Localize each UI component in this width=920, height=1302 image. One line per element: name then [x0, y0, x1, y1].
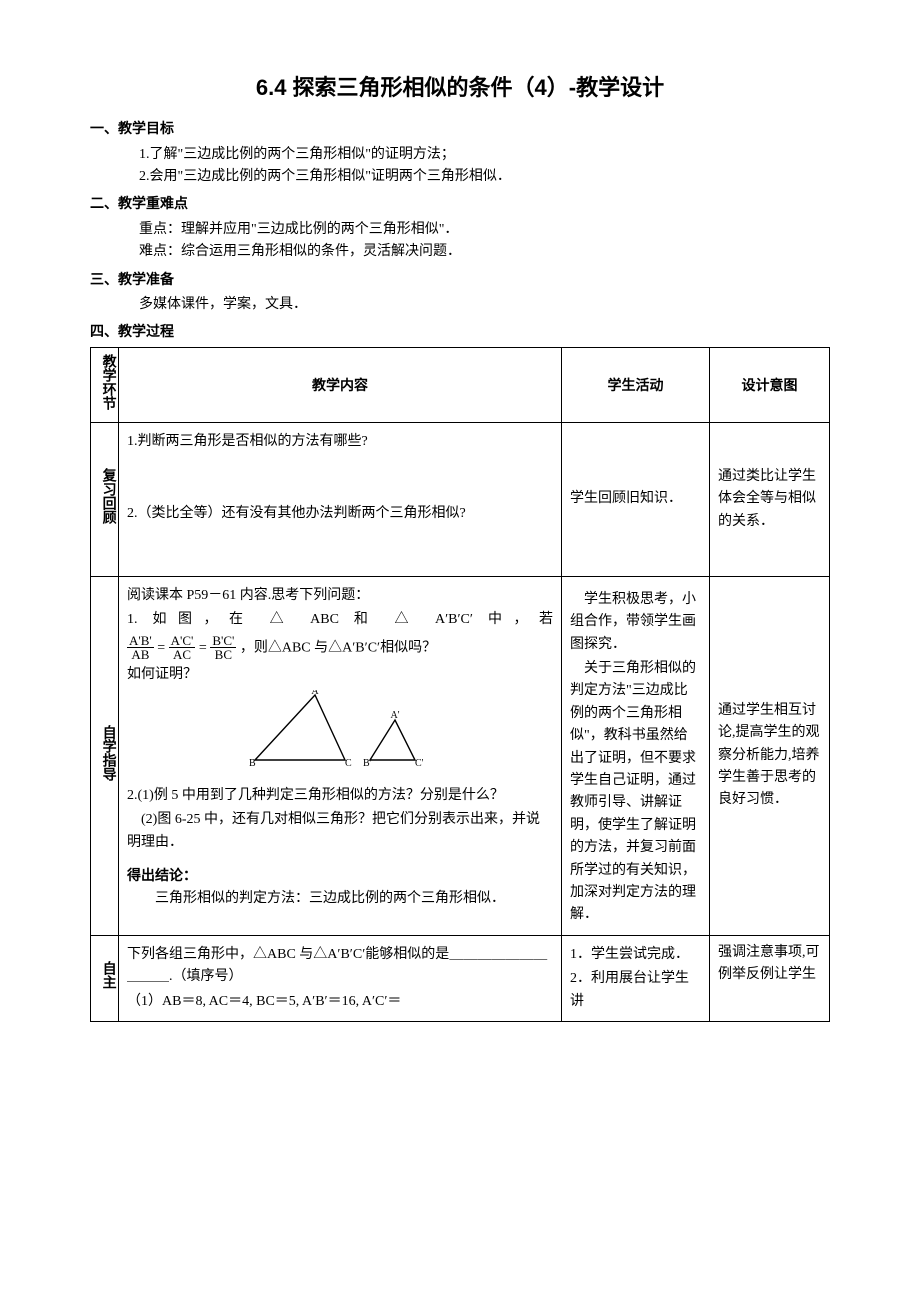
header-env: 教学环节 [91, 347, 119, 422]
section-4-heading: 四、教学过程 [90, 320, 830, 342]
selfstudy-p0: 阅读课本 P59－61 内容.思考下列问题： [127, 585, 553, 607]
autonomous-activity-1: 1．学生尝试完成． [570, 944, 701, 966]
section-3-item-1: 多媒体课件，学案，文具． [139, 294, 830, 316]
section-3-heading: 三、教学准备 [90, 268, 830, 290]
spacer [127, 856, 553, 862]
selfstudy-activity-2: 关于三角形相似的判定方法"三边成比例的两个三角形相似"，教科书虽然给出了证明，但… [570, 658, 701, 927]
activity-cell-autonomous: 1．学生尝试完成． 2．利用展台让学生讲 [562, 935, 710, 1021]
label-Cp: C' [415, 758, 424, 769]
header-activity: 学生活动 [562, 347, 710, 422]
frac1-num: A'B' [127, 634, 154, 649]
section-2-item-1: 重点：理解并应用"三边成比例的两个三角形相似"． [139, 219, 830, 241]
triangle-svg: A B C A' B' C' [245, 690, 435, 770]
triangle-figure: A B C A' B' C' [127, 690, 553, 778]
label-B: B [249, 758, 256, 769]
env-text-autonomous: 自主 [99, 961, 119, 989]
header-content: 教学内容 [119, 347, 562, 422]
selfstudy-p1a: 1. 如图，在 △ ABC 和 △ A′B′C′ 中，若 [127, 609, 553, 631]
autonomous-p2: （1）AB＝8, AC＝4, BC＝5, A′B′＝16, A′C′＝ [127, 991, 553, 1013]
fraction-1: A'B'AB [127, 634, 154, 662]
env-text-review: 复习回顾 [99, 468, 119, 524]
env-text-selfstudy: 自学指导 [99, 725, 119, 781]
table-row: 自主 下列各组三角形中，△ABC 与△A′B′C′能够相似的是＿＿＿＿＿＿＿＿＿… [91, 935, 830, 1021]
label-Ap: A' [390, 710, 399, 721]
section-1-item-2: 2.会用"三边成比例的两个三角形相似"证明两个三角形相似． [139, 166, 830, 188]
env-cell-review: 复习回顾 [91, 423, 119, 577]
intent-cell-autonomous: 强调注意事项,可例举反例让学生 [710, 935, 830, 1021]
table-row: 自学指导 阅读课本 P59－61 内容.思考下列问题： 1. 如图，在 △ AB… [91, 576, 830, 935]
label-C: C [345, 758, 352, 769]
table-header-row: 教学环节 教学内容 学生活动 设计意图 [91, 347, 830, 422]
label-Bp: B' [363, 758, 372, 769]
fraction-3: B'C'BC [210, 634, 236, 662]
triangle-small [370, 720, 415, 760]
frac3-den: BC [210, 648, 236, 662]
fraceq-tail: ，则△ABC 与△A′B′C′相似吗？ [240, 640, 436, 655]
fraction-2: A'C'AC [169, 634, 196, 662]
section-1-heading: 一、教学目标 [90, 117, 830, 139]
intent-cell-selfstudy: 通过学生相互讨论,提高学生的观察分析能力,培养学生善于思考的良好习惯． [710, 576, 830, 935]
conclusion-text: 三角形相似的判定方法：三边成比例的两个三角形相似． [127, 888, 553, 910]
env-cell-selfstudy: 自学指导 [91, 576, 119, 935]
autonomous-p1: 下列各组三角形中，△ABC 与△A′B′C′能够相似的是＿＿＿＿＿＿＿＿＿＿.（… [127, 944, 553, 989]
header-env-text: 教学环节 [99, 354, 119, 410]
section-2-item-2: 难点：综合运用三角形相似的条件，灵活解决问题． [139, 241, 830, 263]
selfstudy-p2: 2.(1)例 5 中用到了几种判定三角形相似的方法？分别是什么？ [127, 785, 553, 807]
frac3-num: B'C' [210, 634, 236, 649]
frac2-num: A'C' [169, 634, 196, 649]
section-2-heading: 二、教学重难点 [90, 192, 830, 214]
env-cell-autonomous: 自主 [91, 935, 119, 1021]
activity-cell-review: 学生回顾旧知识． [562, 423, 710, 577]
activity-cell-selfstudy: 学生积极思考，小组合作，带领学生画图探究． 关于三角形相似的判定方法"三边成比例… [562, 576, 710, 935]
frac2-den: AC [169, 648, 196, 662]
content-cell-autonomous: 下列各组三角形中，△ABC 与△A′B′C′能够相似的是＿＿＿＿＿＿＿＿＿＿.（… [119, 935, 562, 1021]
intent-cell-review: 通过类比让学生体会全等与相似的关系． [710, 423, 830, 577]
section-1-item-1: 1.了解"三边成比例的两个三角形相似"的证明方法； [139, 144, 830, 166]
spacer [127, 455, 553, 501]
conclusion-label: 得出结论： [127, 864, 553, 886]
page-title: 6.4 探索三角形相似的条件（4）-教学设计 [90, 70, 830, 105]
selfstudy-p1b: 如何证明？ [127, 664, 553, 686]
lesson-plan-table: 教学环节 教学内容 学生活动 设计意图 复习回顾 1.判断两三角形是否相似的方法… [90, 347, 830, 1022]
frac1-den: AB [127, 648, 154, 662]
review-q1: 1.判断两三角形是否相似的方法有哪些? [127, 431, 553, 453]
selfstudy-p3: (2)图 6-25 中，还有几对相似三角形？把它们分别表示出来，并说明理由． [127, 809, 553, 854]
content-cell-selfstudy: 阅读课本 P59－61 内容.思考下列问题： 1. 如图，在 △ ABC 和 △… [119, 576, 562, 935]
spacer [570, 585, 701, 587]
spacer [127, 528, 553, 568]
selfstudy-fraceq: A'B'AB = A'C'AC = B'C'BC ，则△ABC 与△A′B′C′… [127, 634, 553, 662]
table-row: 复习回顾 1.判断两三角形是否相似的方法有哪些? 2.（类比全等）还有没有其他办… [91, 423, 830, 577]
label-A: A [311, 690, 319, 697]
triangle-big [255, 695, 345, 760]
selfstudy-activity-1: 学生积极思考，小组合作，带领学生画图探究． [570, 589, 701, 656]
header-intent: 设计意图 [710, 347, 830, 422]
autonomous-activity-2: 2．利用展台让学生讲 [570, 968, 701, 1013]
review-q2: 2.（类比全等）还有没有其他办法判断两个三角形相似? [127, 503, 553, 525]
content-cell-review: 1.判断两三角形是否相似的方法有哪些? 2.（类比全等）还有没有其他办法判断两个… [119, 423, 562, 577]
